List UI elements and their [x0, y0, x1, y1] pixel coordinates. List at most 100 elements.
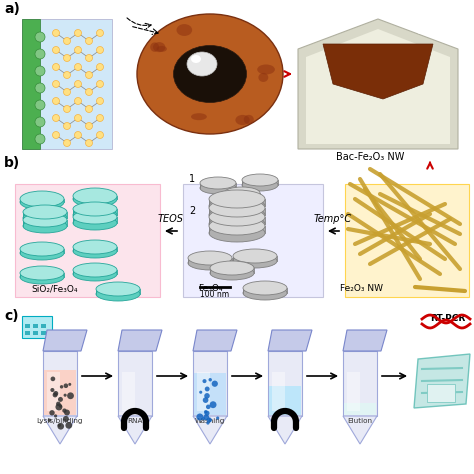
Circle shape	[48, 419, 51, 422]
Polygon shape	[343, 330, 387, 351]
Ellipse shape	[209, 224, 265, 242]
Polygon shape	[343, 416, 377, 444]
Circle shape	[51, 376, 55, 381]
Ellipse shape	[96, 287, 140, 301]
Ellipse shape	[224, 192, 260, 204]
Circle shape	[85, 139, 92, 146]
Ellipse shape	[209, 206, 265, 224]
Circle shape	[74, 81, 82, 88]
Circle shape	[35, 134, 45, 144]
Circle shape	[97, 29, 103, 36]
Circle shape	[54, 391, 58, 396]
Circle shape	[204, 393, 210, 399]
Circle shape	[97, 131, 103, 138]
Ellipse shape	[73, 267, 117, 281]
Bar	[22, 316, 52, 338]
Circle shape	[97, 46, 103, 54]
Circle shape	[60, 385, 64, 389]
Ellipse shape	[173, 46, 246, 102]
Text: 100 nm: 100 nm	[201, 290, 229, 299]
Bar	[20, 199, 64, 202]
Circle shape	[207, 417, 212, 422]
Bar	[33, 323, 38, 328]
Polygon shape	[323, 44, 433, 99]
Text: Washing: Washing	[195, 418, 225, 424]
Circle shape	[203, 414, 209, 420]
Bar	[427, 384, 455, 402]
Bar	[210, 268, 254, 273]
Polygon shape	[268, 416, 302, 444]
Bar	[44, 370, 76, 415]
Ellipse shape	[20, 191, 64, 207]
Bar	[41, 330, 46, 335]
Circle shape	[64, 106, 71, 112]
Circle shape	[97, 115, 103, 121]
Circle shape	[50, 388, 55, 392]
Ellipse shape	[188, 256, 232, 270]
Circle shape	[74, 64, 82, 71]
Text: Fe₃O₄: Fe₃O₄	[198, 284, 222, 293]
Circle shape	[64, 410, 70, 416]
Circle shape	[85, 89, 92, 95]
Bar	[73, 196, 117, 199]
Bar	[209, 226, 265, 233]
Text: SiO₂/Fe₃O₄: SiO₂/Fe₃O₄	[32, 284, 78, 293]
Ellipse shape	[200, 177, 236, 189]
Circle shape	[85, 55, 92, 62]
Circle shape	[74, 98, 82, 104]
Ellipse shape	[150, 42, 159, 52]
Bar	[22, 19, 112, 149]
Text: 2: 2	[189, 206, 195, 216]
Circle shape	[202, 417, 205, 420]
Circle shape	[74, 115, 82, 121]
Ellipse shape	[210, 266, 254, 280]
Ellipse shape	[233, 249, 277, 263]
Circle shape	[54, 414, 57, 418]
Circle shape	[53, 46, 60, 54]
Text: Elution: Elution	[347, 418, 373, 424]
Circle shape	[68, 383, 71, 386]
Ellipse shape	[73, 210, 117, 224]
Circle shape	[53, 392, 57, 397]
Bar	[25, 323, 30, 328]
Circle shape	[64, 122, 71, 129]
Text: Lysis/binding: Lysis/binding	[37, 418, 83, 424]
Ellipse shape	[209, 215, 265, 233]
Bar	[269, 386, 301, 415]
Polygon shape	[193, 330, 237, 351]
Bar	[242, 180, 278, 185]
Polygon shape	[414, 354, 470, 408]
Circle shape	[53, 29, 60, 36]
Circle shape	[203, 397, 209, 403]
Polygon shape	[43, 330, 87, 351]
Ellipse shape	[73, 202, 117, 216]
Bar	[194, 373, 226, 415]
Ellipse shape	[243, 286, 287, 300]
Circle shape	[97, 81, 103, 88]
Ellipse shape	[176, 24, 192, 36]
Circle shape	[206, 404, 210, 409]
Bar	[224, 193, 260, 198]
Bar	[209, 199, 265, 206]
Circle shape	[97, 98, 103, 104]
Bar	[272, 372, 285, 411]
Circle shape	[206, 421, 210, 425]
Ellipse shape	[23, 211, 67, 225]
Ellipse shape	[73, 244, 117, 258]
Ellipse shape	[191, 55, 201, 63]
Ellipse shape	[209, 190, 265, 208]
Bar	[73, 270, 117, 274]
Ellipse shape	[156, 46, 167, 52]
Bar	[233, 256, 277, 261]
Circle shape	[64, 393, 67, 397]
Circle shape	[204, 410, 210, 416]
Circle shape	[35, 66, 45, 76]
Bar	[183, 184, 323, 297]
Bar	[209, 217, 265, 224]
Bar	[119, 412, 151, 415]
Circle shape	[53, 64, 60, 71]
Circle shape	[85, 37, 92, 45]
Circle shape	[35, 100, 45, 110]
Circle shape	[205, 386, 210, 392]
Circle shape	[212, 381, 218, 387]
